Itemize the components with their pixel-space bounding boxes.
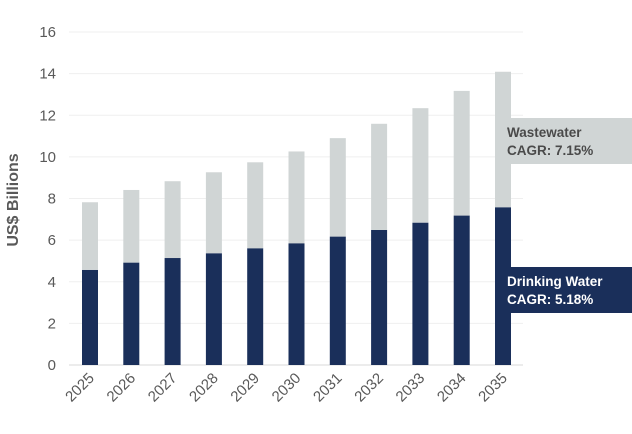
- bar-drinking-water: [247, 248, 264, 365]
- y-axis-label: US$ Billions: [5, 153, 22, 246]
- y-tick-label: 12: [39, 107, 56, 124]
- x-tick-label: 2026: [104, 370, 140, 406]
- bars: [82, 71, 511, 365]
- y-tick-label: 4: [48, 274, 56, 291]
- x-tick-label: 2035: [475, 370, 511, 406]
- x-tick-label: 2034: [434, 370, 470, 406]
- bar-drinking-water: [329, 236, 346, 365]
- bar-wastewater: [453, 90, 470, 216]
- x-tick-label: 2029: [227, 370, 263, 406]
- x-tick-label: 2030: [269, 370, 305, 406]
- bar-wastewater: [164, 181, 181, 259]
- bar-wastewater: [412, 108, 429, 223]
- x-tick-label: 2031: [310, 370, 346, 406]
- wastewater-cagr: CAGR: 7.15%: [507, 143, 594, 158]
- bar-drinking-water: [205, 253, 222, 365]
- bar-drinking-water: [412, 222, 429, 365]
- x-axis-ticks: 2025 2026 2027 2028 2029 2030 2031 2032 2033 2034…: [62, 370, 511, 406]
- x-tick-label: 2028: [186, 370, 222, 406]
- drinking-water-legend-label: Drinking Water CAGR: 5.18%: [500, 267, 632, 313]
- y-tick-label: 16: [39, 24, 56, 41]
- bar-drinking-water: [164, 258, 181, 365]
- bar-wastewater: [205, 172, 222, 254]
- bar-wastewater: [123, 189, 140, 263]
- bar-drinking-water: [123, 262, 140, 365]
- bar-wastewater: [247, 162, 264, 249]
- bar-wastewater: [371, 123, 388, 230]
- y-tick-label: 14: [39, 66, 56, 83]
- wastewater-legend-label: Wastewater CAGR: 7.15%: [500, 118, 632, 164]
- y-tick-label: 6: [48, 232, 56, 249]
- x-tick-label: 2032: [351, 370, 387, 406]
- y-axis-ticks: 0 2 4 6 8 10 12 14 16: [39, 24, 56, 374]
- drinking-water-cagr: CAGR: 5.18%: [507, 292, 594, 307]
- x-tick-label: 2025: [62, 370, 98, 406]
- y-tick-label: 2: [48, 315, 56, 332]
- bar-drinking-water: [82, 269, 98, 365]
- drinking-water-series-name: Drinking Water: [507, 274, 603, 289]
- bar-wastewater: [329, 138, 346, 237]
- x-tick-label: 2027: [145, 370, 181, 406]
- bar-drinking-water: [453, 215, 470, 365]
- x-tick-label: 2033: [393, 370, 429, 406]
- wastewater-series-name: Wastewater: [507, 125, 582, 140]
- y-tick-label: 0: [48, 357, 56, 374]
- y-tick-label: 10: [39, 149, 56, 166]
- bar-wastewater: [82, 202, 98, 270]
- bar-drinking-water: [288, 243, 305, 365]
- bar-wastewater: [288, 151, 305, 244]
- y-tick-label: 8: [48, 191, 56, 208]
- bar-drinking-water: [371, 229, 388, 365]
